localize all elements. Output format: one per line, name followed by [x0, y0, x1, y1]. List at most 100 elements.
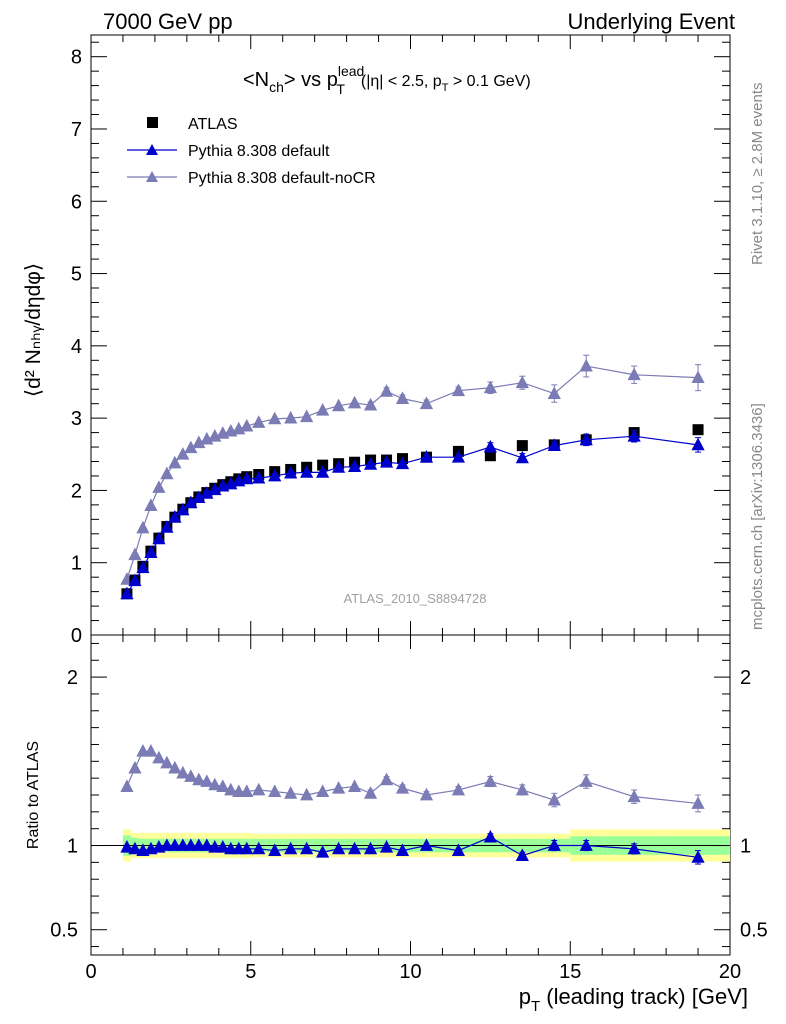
- x-tick-label: 0: [85, 961, 96, 983]
- point-default: [120, 586, 134, 600]
- ratio-point-nocr: [160, 755, 174, 769]
- ratio-point-default: [579, 838, 593, 851]
- point-atlas: [317, 459, 329, 471]
- point-nocr: [395, 391, 410, 405]
- y-tick-label: 8: [71, 47, 82, 69]
- point-nocr: [316, 402, 330, 416]
- ratio-y-tick-label: 2: [67, 667, 78, 689]
- x-tick-label: 20: [719, 961, 741, 983]
- ratio-point-default: [483, 829, 497, 843]
- ratio-point-nocr: [419, 787, 434, 801]
- y-axis-label-main: ⟨d² Nₙₕᵧ/dηdφ⟩: [22, 263, 45, 397]
- x-axis-label: pT (leading track) [GeV]: [519, 984, 748, 1015]
- point-nocr: [192, 435, 206, 449]
- ratio-point-nocr: [379, 772, 394, 786]
- ratio-point-default: [252, 841, 266, 855]
- y-tick-label: 2: [71, 480, 82, 502]
- point-nocr: [579, 358, 593, 372]
- point-default: [128, 573, 142, 587]
- ratio-point-nocr: [316, 784, 330, 798]
- y-tick-label: 0: [71, 625, 82, 647]
- point-default: [268, 468, 282, 482]
- point-default: [316, 465, 330, 478]
- ratio-point-nocr: [168, 760, 182, 774]
- ratio-point-nocr: [547, 792, 561, 806]
- y-tick-label: 3: [71, 408, 82, 430]
- ratio-point-nocr: [224, 782, 238, 796]
- point-nocr: [347, 395, 362, 409]
- ratio-point-nocr: [216, 779, 230, 792]
- legend-marker-atlas: [147, 117, 158, 128]
- header-left: 7000 GeV pp: [103, 9, 233, 34]
- analysis-watermark: ATLAS_2010_S8894728: [344, 591, 487, 606]
- point-default: [300, 465, 314, 478]
- point-default: [332, 460, 346, 473]
- ratio-y-tick-label-right: 1: [740, 836, 751, 858]
- ratio-point-nocr: [483, 774, 497, 787]
- ratio-point-nocr: [332, 781, 346, 794]
- point-nocr: [240, 418, 254, 432]
- point-default: [136, 560, 150, 574]
- point-default: [363, 457, 378, 470]
- ratio-point-default: [332, 841, 346, 855]
- point-default: [419, 449, 434, 463]
- ratio-point-default: [216, 840, 230, 853]
- ratio-point-nocr: [515, 782, 529, 796]
- point-nocr: [144, 498, 158, 512]
- point-default: [379, 455, 394, 468]
- plot-title: <Nch> vs plead T (|η| < 2.5, pT > 0.1 GeV): [243, 63, 531, 97]
- ratio-y-tick-label: 0.5: [50, 920, 78, 942]
- point-default: [547, 438, 561, 452]
- ratio-point-nocr: [300, 787, 314, 801]
- y-tick-label: 7: [71, 119, 82, 141]
- point-default: [515, 450, 529, 464]
- ratio-point-nocr: [176, 765, 190, 779]
- ratio-point-nocr: [144, 744, 158, 757]
- point-nocr: [627, 367, 641, 381]
- ratio-point-default: [627, 841, 641, 855]
- legend: ATLAS Pythia 8.308 default Pythia 8.308 …: [127, 116, 376, 187]
- point-default: [691, 437, 705, 451]
- legend-label-nocr: Pythia 8.308 default-noCR: [188, 170, 376, 187]
- ratio-line-default: [126, 836, 699, 858]
- ratio-point-nocr: [240, 784, 254, 798]
- ratio-point-nocr: [152, 750, 166, 764]
- point-nocr: [515, 375, 529, 389]
- y-tick-label: 5: [71, 264, 82, 286]
- ratio-point-nocr: [363, 786, 378, 799]
- point-default: [152, 531, 166, 545]
- ratio-point-default: [128, 841, 142, 855]
- ratio-point-nocr: [627, 789, 641, 803]
- point-default: [284, 465, 298, 479]
- point-default: [176, 502, 190, 516]
- main-panel-frame: [90, 34, 731, 636]
- point-nocr: [300, 409, 314, 423]
- point-nocr: [284, 410, 298, 424]
- ratio-point-default: [200, 838, 214, 851]
- point-nocr: [152, 480, 166, 493]
- mcplots-label: mcplots.cern.ch [arXiv:1306.3436]: [749, 403, 766, 630]
- header-right: Underlying Event: [567, 9, 735, 34]
- ratio-point-nocr: [128, 760, 142, 774]
- point-default: [483, 439, 497, 453]
- ratio-point-default: [363, 841, 378, 855]
- legend-marker-default: [146, 144, 158, 155]
- point-default: [192, 490, 206, 504]
- y-tick-label: 6: [71, 191, 82, 213]
- point-default: [395, 456, 410, 470]
- point-default: [168, 509, 182, 523]
- ratio-point-nocr: [268, 784, 282, 798]
- ratio-y-tick-label-right: 0.5: [740, 920, 768, 942]
- point-nocr: [419, 396, 434, 410]
- ratio-point-default: [347, 841, 362, 855]
- point-default: [184, 495, 198, 509]
- legend-label-default: Pythia 8.308 default: [188, 143, 330, 160]
- point-nocr: [136, 520, 150, 534]
- point-nocr: [252, 415, 266, 428]
- point-nocr: [160, 466, 174, 480]
- ratio-point-nocr: [395, 781, 410, 794]
- ratio-point-nocr: [451, 782, 466, 796]
- point-default: [579, 432, 593, 446]
